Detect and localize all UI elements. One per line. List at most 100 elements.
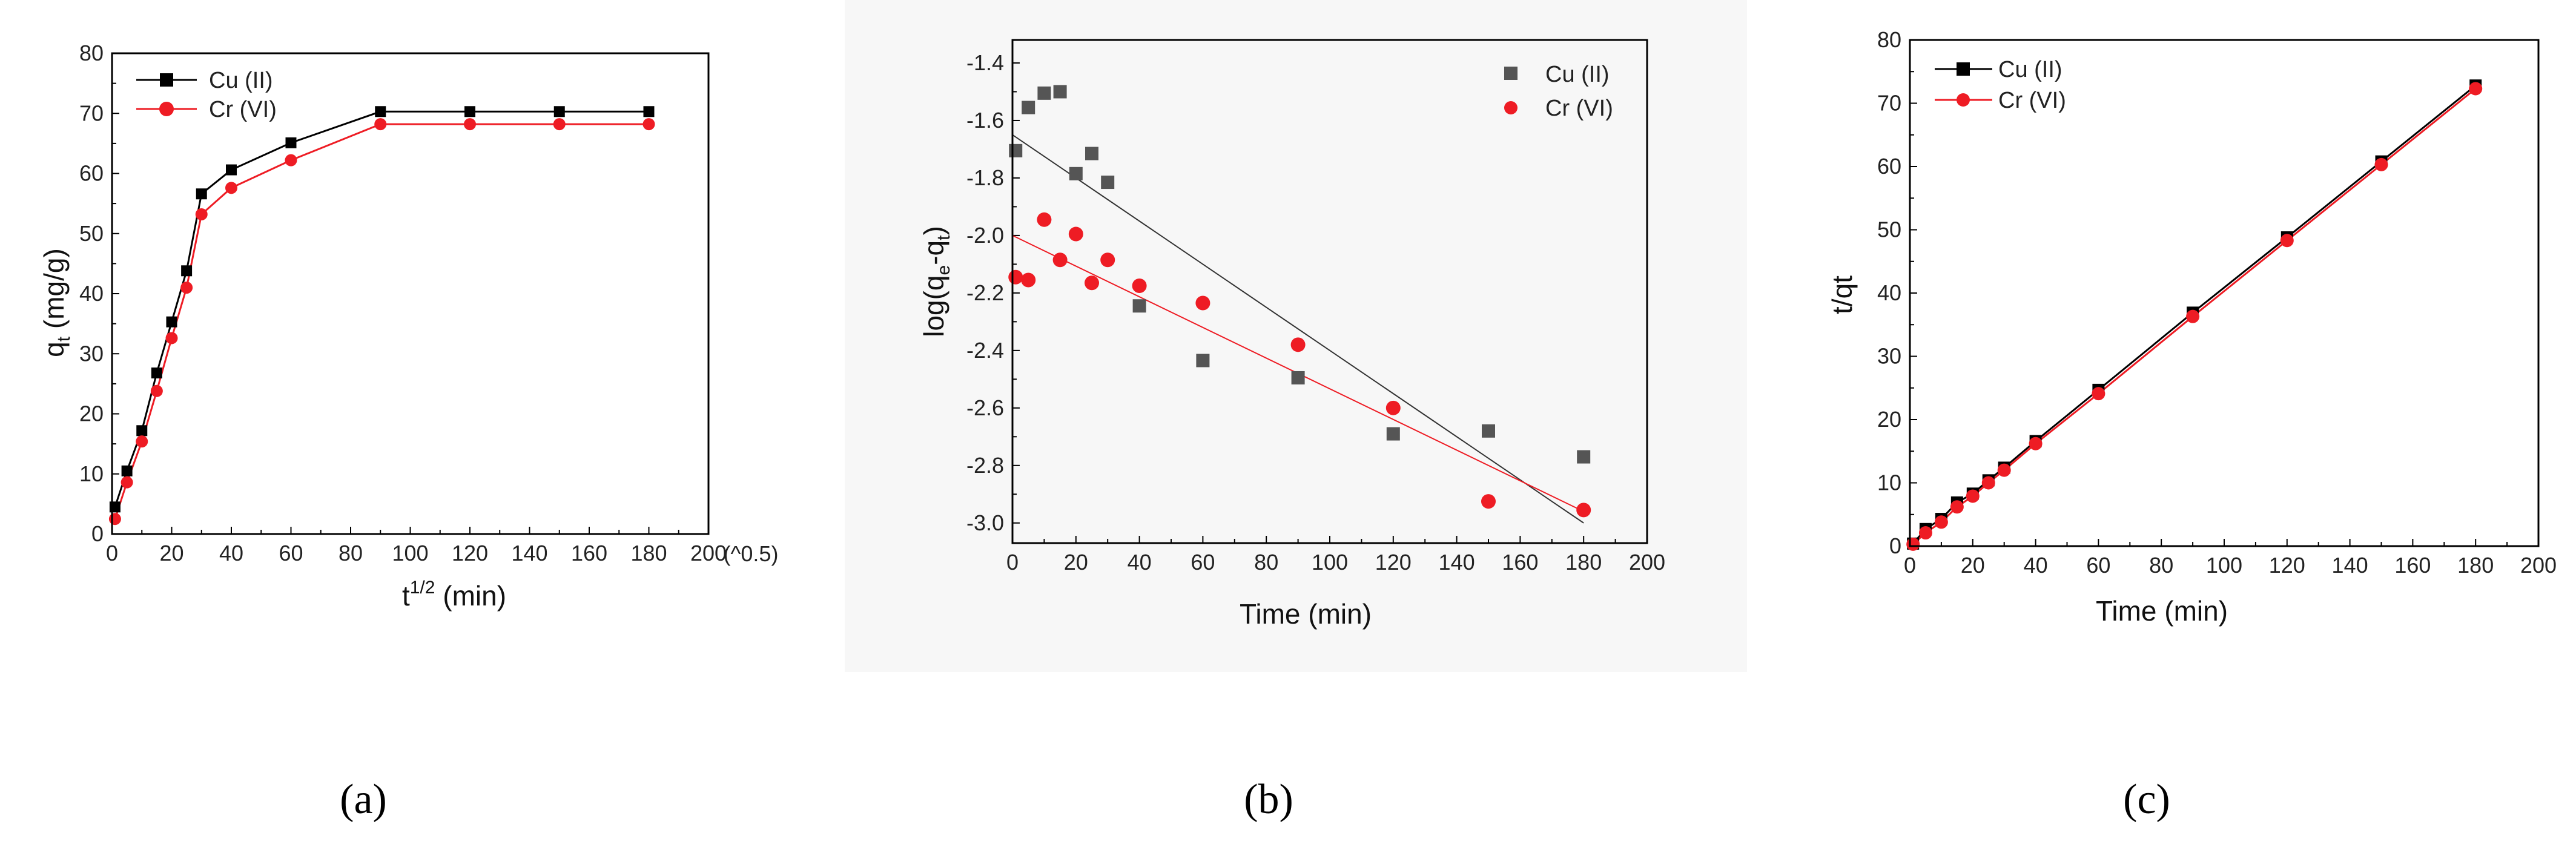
data-point-a-crvi <box>642 118 655 131</box>
y-tick-label-b: -2.4 <box>966 338 1004 363</box>
plot-frame-c <box>1909 39 2540 547</box>
data-point-a-crvi <box>180 282 193 294</box>
data-point-c-crvi <box>1966 489 1980 503</box>
data-point-b-cuii <box>1022 101 1035 114</box>
data-point-b-cuii <box>1037 86 1051 100</box>
panel-label-c: (c) <box>2123 776 2170 823</box>
data-point-a-crvi <box>121 476 133 489</box>
data-point-b-cuii <box>1386 427 1400 441</box>
legend-c-cu-label: Cu (II) <box>1998 57 2062 82</box>
x-tick-label-c: 180 <box>2457 553 2494 578</box>
x-tick-label-b: 0 <box>1006 550 1019 575</box>
data-point-a-crvi <box>108 513 121 526</box>
legend-c-cu-marker <box>1957 62 1970 76</box>
y-tick-label-b: -1.6 <box>966 108 1004 133</box>
y-label-b-pre: log(q <box>918 275 949 337</box>
x-tick-label-a: 120 <box>452 541 488 565</box>
data-point-b-crvi <box>1576 503 1591 518</box>
data-point-a-cuii <box>121 465 133 476</box>
x-unit-note-a: (^0.5) <box>724 541 779 566</box>
x-tick-label-b: 60 <box>1191 550 1215 575</box>
data-point-b-crvi <box>1195 295 1210 311</box>
x-tick-label-b: 140 <box>1439 550 1475 575</box>
data-point-b-crvi <box>1290 337 1306 352</box>
y-tick-label-c: 40 <box>1877 280 1901 305</box>
series-line-a-cuii <box>114 110 649 507</box>
data-point-b-crvi <box>1385 400 1401 415</box>
data-point-b-cuii <box>1482 424 1495 438</box>
data-point-a-cuii <box>464 106 475 117</box>
y-tick-label-c: 20 <box>1877 407 1901 432</box>
data-point-b-cuii <box>1291 371 1305 384</box>
legend-c-cr-label: Cr (VI) <box>1998 88 2066 113</box>
chart-b: 0 20 40 60 80 100 120 140 160 180 200 -3.0 -2.8 -2.6 -… <box>918 39 1665 823</box>
data-point-c-crvi <box>2280 234 2294 248</box>
x-label-a-sup: 1/2 <box>410 578 435 598</box>
y-tick-label-b: -2.0 <box>966 223 1004 248</box>
data-point-c-crvi <box>1997 463 2011 477</box>
plot-frame-a <box>111 52 710 535</box>
data-point-a-crvi <box>374 118 387 131</box>
data-point-b-crvi <box>1021 272 1036 288</box>
x-tick-label-b: 40 <box>1128 550 1152 575</box>
data-point-a-crvi <box>553 118 566 131</box>
x-tick-label-b: 200 <box>1629 550 1665 575</box>
y-tick-label-a: 40 <box>79 281 104 306</box>
data-point-c-crvi <box>1934 515 1948 529</box>
data-point-c-crvi <box>2374 157 2388 171</box>
y-label-b-sub2: t <box>934 235 954 240</box>
x-label-a-base: t <box>402 580 410 612</box>
y-tick-label-a: 60 <box>79 161 104 186</box>
data-point-b-cuii <box>1053 85 1067 99</box>
data-point-b-cuii <box>1101 176 1115 190</box>
data-point-a-cuii <box>151 368 162 379</box>
data-point-a-crvi <box>150 384 163 397</box>
x-tick-label-b: 160 <box>1502 550 1538 575</box>
data-point-a-crvi <box>285 154 297 166</box>
data-point-a-crvi <box>464 118 476 131</box>
data-point-b-cuii <box>1009 143 1023 157</box>
legend-b: Cu (II) Cr (VI) <box>1504 62 1613 121</box>
y-tick-label-c: 70 <box>1877 91 1901 116</box>
y-label-b-post: ) <box>918 226 949 235</box>
data-point-a-crvi <box>165 332 178 345</box>
y-label-b-sub1: e <box>934 265 954 275</box>
legend-b-cr-marker <box>1504 101 1518 114</box>
data-point-b-crvi <box>1085 275 1099 291</box>
y-tick-label-b: -2.6 <box>966 395 1004 420</box>
data-point-a-crvi <box>225 182 237 194</box>
x-tick-label-a: 80 <box>339 541 363 565</box>
x-tick-label-a: 200 <box>690 541 727 565</box>
y-label-a-base: q <box>38 341 70 357</box>
y-tick-label-a: 50 <box>79 221 104 246</box>
data-point-a-cuii <box>136 425 148 437</box>
y-tick-label-b: -2.8 <box>966 453 1004 478</box>
plot-frame-b <box>1011 39 1648 544</box>
data-point-a-cuii <box>181 265 193 277</box>
data-point-b-crvi <box>1008 269 1023 285</box>
y-axis-label-a: qt (mg/g) <box>38 248 74 357</box>
legend-c: Cu (II) Cr (VI) <box>1935 57 2066 113</box>
x-label-a-rest: (min) <box>435 580 506 612</box>
data-point-b-crvi <box>1100 252 1115 268</box>
data-point-a-cuii <box>285 137 297 148</box>
y-tick-label-b: -3.0 <box>966 510 1004 535</box>
y-tick-label-c: 60 <box>1877 154 1901 179</box>
x-tick-label-a: 40 <box>219 541 243 565</box>
chart-c: 0 20 40 60 80 100 120 140 160 180 200 0 10 20 30 40 50 60… <box>1826 27 2557 823</box>
x-tick-label-b: 100 <box>1312 550 1348 575</box>
data-point-a-crvi <box>195 208 208 220</box>
data-point-a-cuii <box>166 316 177 328</box>
data-point-b-crvi <box>1037 212 1052 227</box>
y-tick-label-c: 80 <box>1877 27 1901 52</box>
legend-a-cr-marker <box>159 102 174 116</box>
data-point-b-cuii <box>1132 299 1146 313</box>
y-axis-label-c: t/qt <box>1826 275 1858 314</box>
y-tick-label-a: 30 <box>79 341 104 366</box>
x-tick-label-b: 20 <box>1064 550 1088 575</box>
x-tick-label-c: 20 <box>1961 553 1985 578</box>
data-point-c-crvi <box>1918 526 1932 540</box>
data-point-a-cuii <box>553 106 565 117</box>
data-point-b-cuii <box>1196 354 1210 368</box>
data-point-a-cuii <box>196 188 207 200</box>
